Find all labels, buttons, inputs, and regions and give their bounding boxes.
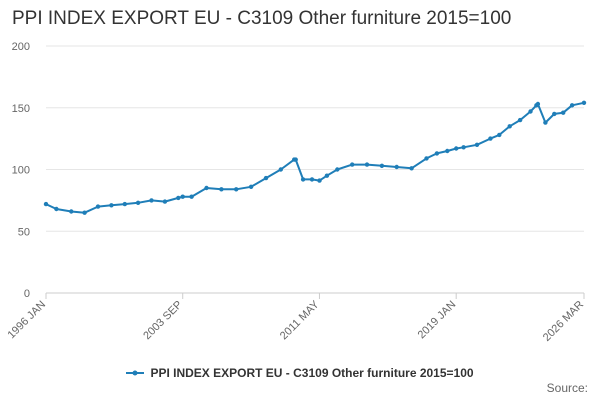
data-point-25 bbox=[335, 167, 340, 172]
series-line-0 bbox=[45, 101, 585, 214]
data-point-14 bbox=[219, 187, 224, 192]
data-point-7 bbox=[135, 200, 141, 205]
data-point-32 bbox=[434, 151, 440, 156]
data-point-0 bbox=[43, 201, 49, 207]
data-point-15 bbox=[234, 187, 239, 192]
data-point-3 bbox=[82, 210, 87, 215]
data-point-27 bbox=[364, 162, 370, 167]
data-point-43 bbox=[535, 101, 541, 107]
x-tick-label-3: 2019 JAN bbox=[416, 299, 459, 342]
data-point-23 bbox=[317, 178, 322, 183]
data-point-10 bbox=[176, 195, 181, 201]
data-point-12 bbox=[189, 194, 194, 199]
data-point-4 bbox=[95, 204, 101, 209]
data-point-26 bbox=[350, 162, 355, 167]
data-point-6 bbox=[122, 201, 128, 207]
data-point-47 bbox=[569, 103, 575, 108]
data-point-16 bbox=[248, 184, 254, 189]
y-tick-label-200: 200 bbox=[12, 41, 30, 53]
data-point-20 bbox=[293, 157, 298, 162]
x-tick-label-0: 1996 JAN bbox=[5, 299, 48, 342]
chart-title: PPI INDEX EXPORT EU - C3109 Other furnit… bbox=[12, 8, 512, 29]
legend[interactable]: PPI INDEX EXPORT EU - C3109 Other furnit… bbox=[0, 365, 600, 380]
data-point-48 bbox=[581, 100, 587, 106]
data-point-41 bbox=[528, 109, 533, 114]
data-point-34 bbox=[454, 146, 459, 151]
x-tick-label-4: 2026 MAR bbox=[541, 299, 586, 344]
y-tick-label-0: 0 bbox=[24, 288, 30, 300]
x-tick-label-2: 2011 MAY bbox=[278, 298, 322, 342]
data-point-28 bbox=[379, 163, 385, 168]
data-point-36 bbox=[474, 142, 480, 147]
data-point-2 bbox=[69, 209, 74, 214]
y-tick-label-100: 100 bbox=[12, 165, 30, 177]
x-tick-label-1: 2003 SEP bbox=[141, 299, 185, 343]
source-label: Source: bbox=[546, 381, 588, 395]
grid-lines bbox=[46, 45, 584, 294]
data-point-30 bbox=[409, 166, 414, 171]
data-point-17 bbox=[263, 175, 269, 181]
data-point-8 bbox=[149, 198, 154, 203]
data-point-37 bbox=[488, 136, 493, 141]
data-point-1 bbox=[54, 206, 59, 212]
data-point-5 bbox=[109, 203, 114, 208]
data-point-11 bbox=[180, 194, 185, 199]
data-point-40 bbox=[517, 117, 523, 123]
data-point-39 bbox=[507, 124, 512, 129]
data-point-38 bbox=[497, 132, 502, 138]
data-point-33 bbox=[445, 148, 450, 154]
data-point-46 bbox=[561, 110, 566, 115]
data-point-24 bbox=[324, 173, 330, 178]
data-point-9 bbox=[162, 199, 168, 204]
data-point-31 bbox=[424, 156, 429, 161]
y-tick-label-150: 150 bbox=[12, 103, 30, 115]
data-point-45 bbox=[552, 111, 557, 117]
data-point-13 bbox=[204, 185, 209, 191]
data-point-44 bbox=[543, 120, 548, 125]
series-layer bbox=[43, 100, 587, 215]
x-axis-tick-labels: 1996 JAN 2003 SEP 2011 MAY 2019 JAN 2026 MAR bbox=[5, 293, 586, 344]
data-point-21 bbox=[300, 177, 306, 182]
y-tick-label-50: 50 bbox=[18, 226, 30, 238]
data-point-35 bbox=[461, 145, 466, 150]
data-point-22 bbox=[309, 177, 315, 182]
y-axis-tick-labels: 0 50 100 150 200 bbox=[12, 41, 30, 300]
legend-swatch-icon bbox=[126, 370, 145, 376]
legend-label: PPI INDEX EXPORT EU - C3109 Other furnit… bbox=[150, 365, 474, 380]
data-point-18 bbox=[278, 167, 283, 172]
data-point-29 bbox=[394, 164, 399, 170]
